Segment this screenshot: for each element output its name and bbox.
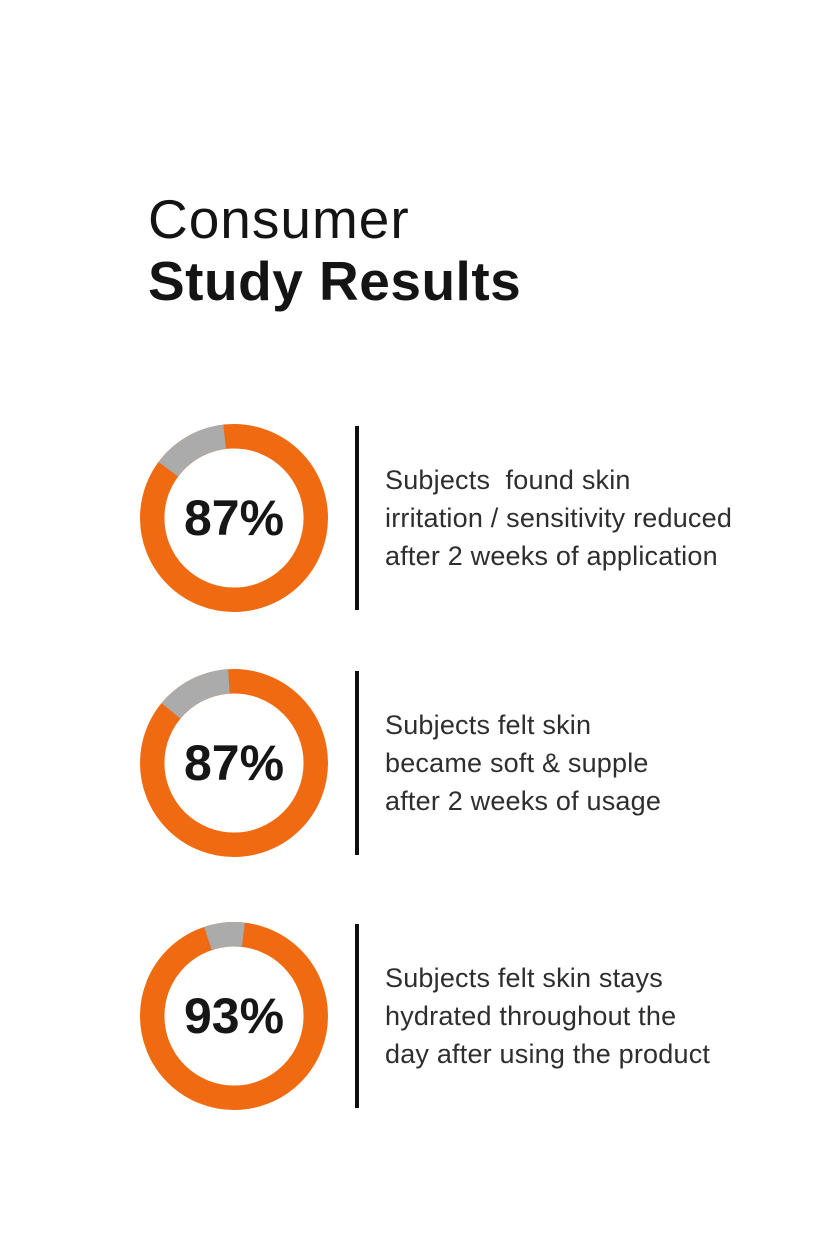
donut-chart-2: 87% xyxy=(140,669,328,857)
description-line: Subjects found skin xyxy=(385,465,631,495)
description-line: became soft & supple xyxy=(385,748,649,778)
description-line: Subjects felt skin stays xyxy=(385,963,663,993)
vertical-divider-1 xyxy=(355,426,359,610)
donut-ring-filled xyxy=(140,424,328,612)
donut-percent-label-3: 93% xyxy=(183,988,285,1044)
donut-chart-3: 93% xyxy=(140,922,328,1110)
description-line: day after using the product xyxy=(385,1039,711,1069)
page-title-line-1: Consumer xyxy=(148,188,410,250)
stat-row-2: 87% Subjects felt skin became soft & sup… xyxy=(140,669,661,857)
stat-row-3: 93% Subjects felt skin stays hydrated th… xyxy=(140,922,710,1110)
donut-ring-svg xyxy=(140,424,328,612)
donut-chart-1: 87% xyxy=(140,424,328,612)
stat-row-1: 87% Subjects found skin irritation / sen… xyxy=(140,424,732,612)
donut-ring-filled xyxy=(140,669,328,857)
vertical-divider-2 xyxy=(355,671,359,855)
donut-ring-remainder xyxy=(140,424,328,612)
page-title: Consumer Study Results xyxy=(148,188,521,312)
page-title-line-2: Study Results xyxy=(148,250,522,312)
donut-ring-svg xyxy=(140,922,328,1110)
stat-description-3: Subjects felt skin stays hydrated throug… xyxy=(385,959,710,1073)
donut-percent-label-1: 87% xyxy=(183,490,285,546)
stat-description-1: Subjects found skin irritation / sensiti… xyxy=(385,461,732,575)
description-line: irritation / sensitivity reduced xyxy=(385,503,733,533)
stat-description-2: Subjects felt skin became soft & supple … xyxy=(385,706,661,820)
description-line: Subjects felt skin xyxy=(385,710,592,740)
description-line: after 2 weeks of application xyxy=(385,541,718,571)
description-line: after 2 weeks of usage xyxy=(385,786,662,816)
donut-percent-label-2: 87% xyxy=(183,735,285,791)
vertical-divider-3 xyxy=(355,924,359,1108)
donut-ring-svg xyxy=(140,669,328,857)
description-line: hydrated throughout the xyxy=(385,1001,677,1031)
